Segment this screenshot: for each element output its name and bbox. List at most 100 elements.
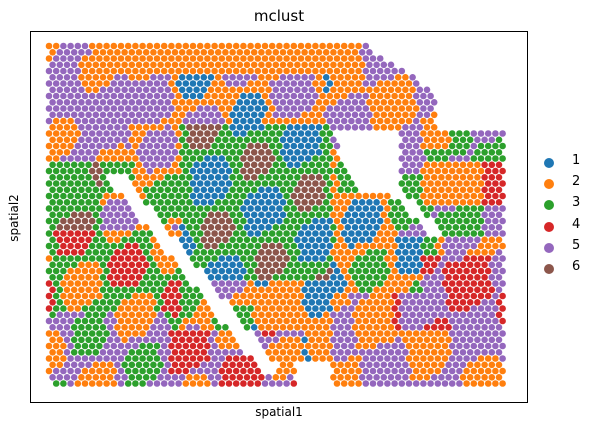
- spot: [348, 105, 355, 112]
- spot: [52, 330, 60, 337]
- spot: [294, 186, 301, 194]
- spot: [128, 361, 136, 369]
- spot: [146, 342, 154, 350]
- spot: [193, 161, 200, 169]
- spot: [160, 280, 168, 287]
- spot: [52, 355, 60, 362]
- spot: [373, 211, 380, 219]
- spot: [340, 180, 348, 187]
- spot: [276, 292, 283, 300]
- spot: [484, 355, 492, 362]
- spot: [124, 267, 132, 275]
- spot: [142, 236, 150, 244]
- spot: [409, 336, 416, 344]
- spot: [60, 255, 67, 262]
- spot: [394, 361, 402, 369]
- spot: [240, 367, 247, 375]
- spot: [470, 217, 478, 225]
- spot: [402, 249, 409, 256]
- spot: [495, 161, 503, 169]
- spot: [204, 80, 211, 87]
- spot: [150, 61, 157, 69]
- spot: [175, 367, 182, 375]
- spot: [157, 311, 164, 319]
- spot: [409, 161, 416, 169]
- spot: [283, 267, 290, 275]
- spot: [164, 299, 172, 306]
- spot: [362, 55, 370, 62]
- spot: [326, 280, 334, 287]
- spot: [106, 361, 114, 369]
- spot: [92, 99, 100, 106]
- spot: [423, 261, 431, 269]
- spot: [384, 192, 391, 200]
- spot: [150, 186, 157, 194]
- spot: [351, 199, 359, 206]
- spot: [463, 155, 470, 162]
- spot: [330, 311, 337, 319]
- spot: [286, 99, 294, 106]
- spot: [225, 80, 233, 87]
- spot: [258, 136, 265, 144]
- spot: [373, 261, 380, 269]
- spot: [348, 292, 355, 300]
- spot: [139, 180, 146, 187]
- spot: [445, 361, 452, 369]
- spot: [92, 136, 100, 144]
- spot: [380, 336, 388, 344]
- spot: [204, 317, 211, 325]
- spot: [78, 236, 85, 244]
- spot: [232, 155, 240, 162]
- spot: [193, 374, 200, 381]
- spot: [153, 142, 161, 150]
- spot: [416, 299, 424, 306]
- spot: [60, 80, 67, 87]
- spot: [499, 317, 506, 325]
- spot: [319, 117, 326, 125]
- spot: [369, 205, 377, 212]
- spot: [344, 211, 352, 219]
- spot: [110, 205, 118, 212]
- spot: [178, 111, 186, 119]
- spot: [56, 124, 64, 131]
- spot: [351, 374, 359, 381]
- spot: [225, 180, 233, 187]
- spot: [146, 280, 154, 287]
- spot: [52, 317, 60, 325]
- spot: [412, 142, 420, 150]
- spot: [128, 86, 136, 94]
- spot: [268, 92, 276, 100]
- spot: [247, 242, 254, 250]
- spot: [78, 161, 85, 169]
- spot: [132, 355, 139, 362]
- spot: [387, 124, 395, 131]
- spot: [340, 280, 348, 287]
- spot: [182, 117, 190, 125]
- spot: [178, 299, 186, 306]
- spot: [81, 317, 89, 325]
- spot: [488, 186, 496, 194]
- spot: [56, 161, 64, 169]
- legend-marker-2: [544, 179, 554, 190]
- spot: [193, 111, 200, 119]
- spot: [402, 311, 409, 319]
- spot: [110, 305, 118, 312]
- spot: [196, 305, 204, 312]
- spot: [297, 242, 305, 250]
- spot: [297, 230, 305, 237]
- spot: [222, 74, 229, 81]
- spot: [200, 61, 208, 69]
- spot: [402, 149, 409, 156]
- spot: [250, 99, 258, 106]
- spot: [441, 130, 449, 137]
- spot: [394, 111, 402, 119]
- spot: [99, 286, 107, 294]
- spot: [254, 92, 262, 100]
- spot: [164, 161, 172, 169]
- spot: [380, 224, 388, 231]
- spot: [391, 342, 398, 350]
- spot: [420, 167, 427, 175]
- spot: [481, 299, 488, 306]
- spot: [135, 324, 143, 331]
- spot: [88, 267, 96, 275]
